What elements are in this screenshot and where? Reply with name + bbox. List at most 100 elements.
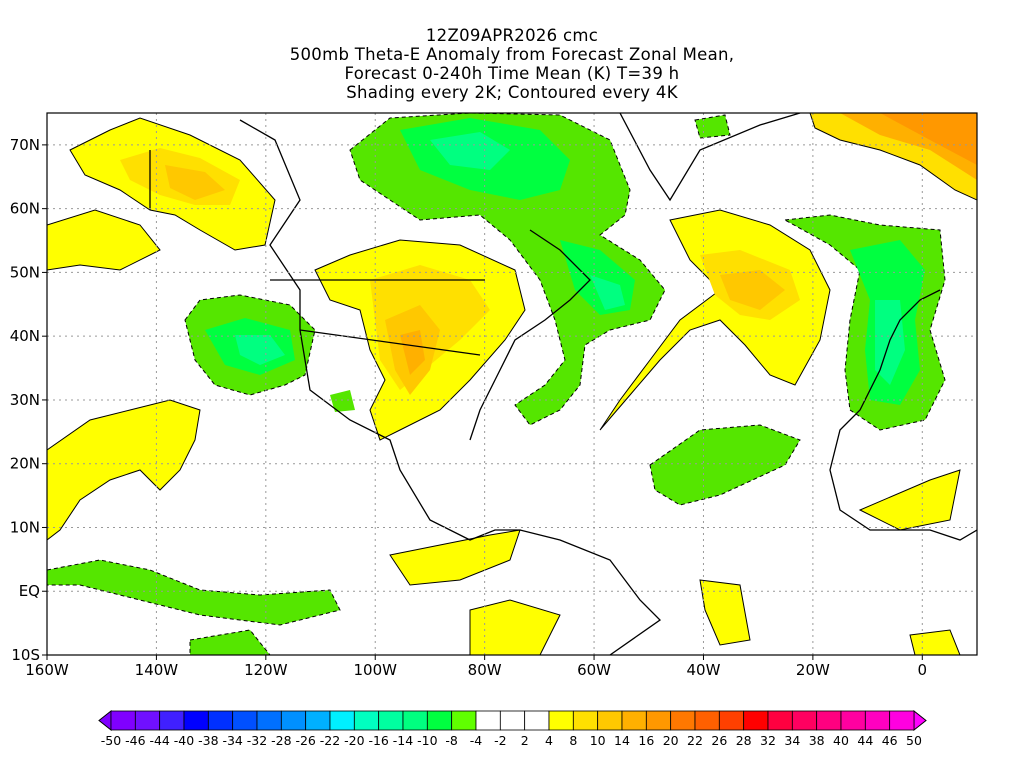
colorbar-swatch	[767, 710, 793, 731]
anomaly-region-positive	[858, 469, 961, 531]
x-tick-label: 20W	[796, 661, 830, 679]
colorbar-label: 38	[809, 733, 825, 748]
colorbar-label: 4	[545, 733, 553, 748]
colorbar-swatch	[451, 710, 477, 731]
colorbar-label: -38	[198, 733, 218, 748]
colorbar-label: 32	[760, 733, 776, 748]
colorbar-label: -14	[393, 733, 413, 748]
anomaly-region-negative	[330, 390, 355, 412]
anomaly-region-positive	[909, 629, 961, 655]
colorbar-label: 10	[590, 733, 606, 748]
colorbar-swatch	[840, 710, 866, 731]
anomaly-region-negative	[235, 335, 285, 365]
anomaly-region-positive	[47, 209, 161, 271]
chart-title-line4: Shading every 2K; Contoured every 4K	[346, 83, 678, 102]
colorbar-swatch	[256, 710, 282, 731]
colorbar-swatch	[524, 710, 550, 731]
colorbar-swatch	[402, 710, 428, 731]
colorbar-swatch	[134, 710, 161, 731]
y-tick-label: 30N	[10, 391, 40, 409]
colorbar-label: 22	[687, 733, 703, 748]
anomaly-region-negative	[349, 113, 666, 426]
colorbar-label: -26	[295, 733, 315, 748]
anomaly-region-negative	[694, 114, 731, 139]
chart-title-line1: 12Z09APR2026 cmc	[425, 26, 599, 45]
y-tick-label: 10N	[10, 518, 40, 536]
y-tick-label: 10S	[11, 646, 40, 664]
colorbar-label: -34	[222, 733, 242, 748]
colorbar-label: -44	[149, 733, 169, 748]
colorbar-swatch	[159, 710, 185, 731]
colorbar-label: -32	[247, 733, 267, 748]
anomaly-region-negative	[590, 275, 625, 310]
colorbar-label: 26	[711, 733, 727, 748]
colorbar-swatch	[280, 710, 307, 731]
colorbar-label: 2	[521, 733, 529, 748]
colorbar-label: -4	[470, 733, 483, 748]
colorbar-swatch	[889, 710, 915, 731]
y-tick-label: 50N	[10, 263, 40, 281]
x-tick-label: 100W	[354, 661, 398, 679]
colorbar-swatch	[353, 710, 380, 731]
colorbar-label: -50	[101, 733, 121, 748]
chart-title-line2: 500mb Theta-E Anomaly from Forecast Zona…	[289, 45, 735, 64]
x-tick-label: 40W	[687, 661, 721, 679]
colorbar-label: 44	[857, 733, 873, 748]
colorbar-label: 40	[833, 733, 849, 748]
colorbar-label: 34	[784, 733, 800, 748]
y-tick-label: 40N	[10, 327, 40, 345]
colorbar-label: 16	[638, 733, 654, 748]
colorbar-label: -46	[125, 733, 145, 748]
axis-ticks: 160W 140W 120W 100W 80W 60W 40W 20W 0 10S EQ 10N 20N…	[10, 136, 927, 679]
anomaly-region-positive	[720, 270, 785, 310]
anomaly-region-negative	[649, 424, 801, 506]
anomaly-region-positive	[389, 529, 521, 586]
y-tick-label: 70N	[10, 136, 40, 154]
anomaly-region-positive	[469, 599, 561, 655]
colorbar-over-triangle	[913, 709, 927, 732]
colorbar-swatch	[621, 710, 647, 731]
colorbar-swatch	[329, 710, 355, 731]
y-tick-label: EQ	[19, 582, 40, 600]
colorbar-swatch	[670, 710, 696, 731]
y-tick-label: 60N	[10, 200, 40, 218]
colorbar-label: -16	[368, 733, 388, 748]
x-tick-label: 0	[918, 661, 928, 679]
colorbar-swatch	[743, 710, 769, 731]
colorbar-under-triangle	[98, 709, 112, 732]
colorbar-swatch	[718, 710, 745, 731]
colorbar-swatch	[499, 710, 526, 731]
colorbar-swatch	[378, 710, 404, 731]
anomaly-region-positive	[400, 330, 425, 375]
colorbar-swatch	[183, 710, 209, 731]
colorbar-swatch	[597, 710, 623, 731]
x-tick-label: 60W	[577, 661, 611, 679]
colorbar-swatch	[110, 710, 136, 731]
anomaly-region-positive	[880, 113, 977, 165]
colorbar-label: -40	[174, 733, 194, 748]
anomaly-region-positive	[699, 579, 751, 646]
anomaly-region-negative	[189, 629, 271, 655]
colorbar-swatch	[426, 710, 453, 731]
colorbar-label: 14	[614, 733, 630, 748]
colorbar-swatch	[572, 710, 599, 731]
colorbar-swatch	[548, 710, 574, 731]
colorbar-label: 50	[906, 733, 922, 748]
anomaly-region-positive	[47, 399, 201, 541]
colorbar-swatch	[475, 710, 501, 731]
map-frame	[46, 112, 978, 656]
colorbar-swatch	[791, 710, 818, 731]
colorbar-label: -8	[445, 733, 458, 748]
chart-title-line3: Forecast 0-240h Time Mean (K) T=39 h	[344, 64, 680, 83]
anomaly-region-negative	[47, 559, 341, 626]
colorbar-label: 8	[569, 733, 577, 748]
colorbar: -50 -46 -44 -40 -38 -34 -32 -28 -26 -22 -20 -16 -14-…	[98, 709, 927, 748]
x-tick-label: 80W	[468, 661, 502, 679]
x-tick-label: 140W	[135, 661, 179, 679]
colorbar-swatch	[864, 710, 891, 731]
colorbar-swatch	[207, 710, 234, 731]
colorbar-label: -2	[494, 733, 506, 748]
colorbar-swatch	[816, 710, 842, 731]
colorbar-swatch	[305, 710, 331, 731]
